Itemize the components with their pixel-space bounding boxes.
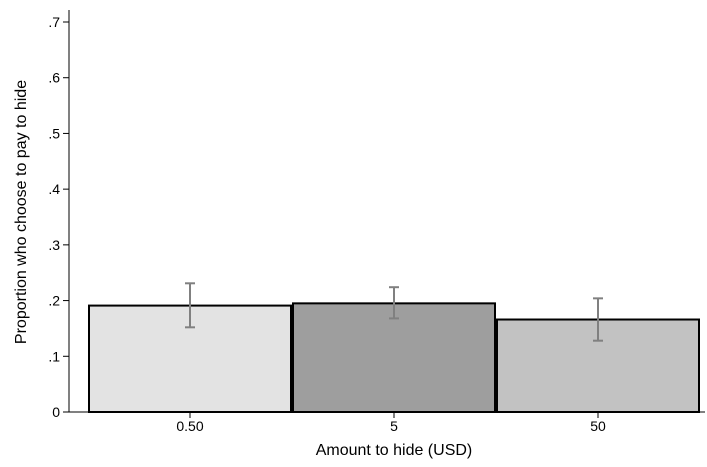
y-tick-label: .4 [48,181,60,197]
bar-5 [292,302,496,414]
y-tick-label: .6 [48,70,60,86]
x-ticks: 0.50 5 50 [176,412,606,434]
y-ticks: 0 .1 .2 .3 .4 .5 .6 .7 [48,14,69,420]
y-tick-label: .5 [48,125,60,141]
y-tick-label: 0 [52,404,60,420]
x-tick-label: 50 [590,418,606,434]
x-tick-label: 5 [390,418,398,434]
y-axis-title: Proportion who choose to pay to hide [13,80,30,344]
y-tick-label: .3 [48,237,60,253]
x-axis-title: Amount to hide (USD) [316,442,473,459]
x-tick-label: 0.50 [176,418,203,434]
bars [88,302,700,414]
y-tick-label: .2 [48,293,60,309]
y-tick-label: .7 [48,14,60,30]
y-tick-label: .1 [48,348,60,364]
error-bars [185,282,603,342]
